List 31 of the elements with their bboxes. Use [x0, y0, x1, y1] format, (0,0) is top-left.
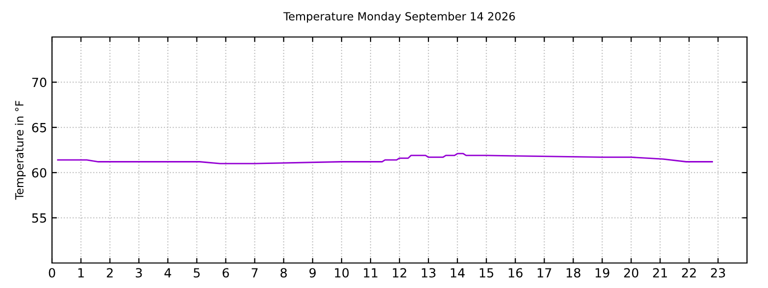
x-tick-label: 1 — [78, 268, 84, 278]
y-tick-label: 65 — [32, 122, 46, 132]
x-tick-label: 0 — [48, 268, 56, 278]
x-tick-label: 2 — [106, 268, 113, 278]
x-tick-label: 4 — [164, 268, 172, 278]
x-tick-label: 10 — [335, 268, 349, 278]
x-tick-label: 14 — [450, 268, 465, 278]
x-tick-label: 19 — [596, 268, 610, 278]
x-tick-label: 21 — [653, 268, 667, 278]
x-tick-label: 13 — [422, 268, 436, 278]
x-tick-label: 5 — [194, 268, 200, 278]
chart-title: Temperature Monday September 14 2026 — [283, 12, 515, 23]
x-tick-label: 22 — [682, 268, 696, 278]
x-tick-label: 16 — [508, 268, 522, 278]
x-tick-label: 11 — [364, 268, 378, 278]
x-tick-label: 23 — [711, 268, 725, 278]
x-tick-label: 3 — [136, 268, 142, 278]
x-tick-label: 9 — [309, 268, 316, 278]
y-tick-label: 70 — [32, 78, 46, 88]
x-tick-label: 7 — [252, 268, 258, 278]
x-tick-label: 20 — [624, 268, 638, 278]
line-series — [57, 152, 713, 164]
x-tick-label: 8 — [280, 268, 287, 278]
y-axis-title: Temperature in °F — [14, 100, 26, 200]
x-tick-label: 17 — [538, 268, 552, 278]
x-tick-label: 18 — [566, 268, 580, 278]
x-tick-label: 6 — [222, 268, 229, 278]
y-tick-label: 60 — [32, 168, 46, 178]
x-tick-label: 12 — [392, 268, 406, 278]
x-tick-label: 15 — [480, 268, 494, 278]
y-tick-label: 55 — [32, 213, 46, 223]
